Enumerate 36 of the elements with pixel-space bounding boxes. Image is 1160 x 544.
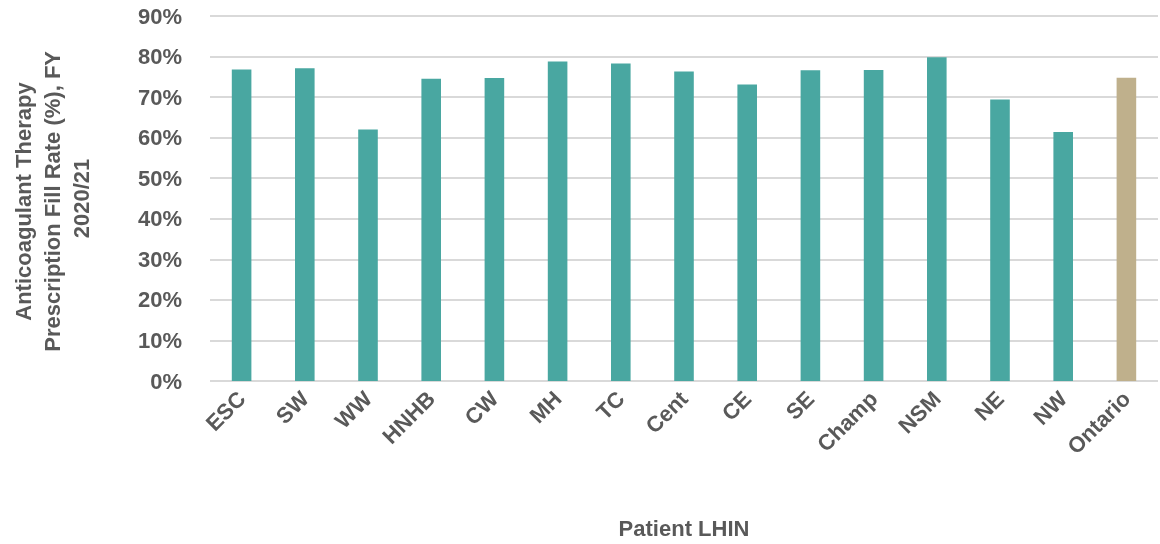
y-tick-label: 90% [137, 3, 182, 29]
bar [231, 69, 252, 381]
y-tick-label: 20% [137, 287, 182, 313]
x-tick-label: NE [969, 386, 1009, 426]
bar [863, 69, 884, 381]
x-tick-label: NW [1028, 385, 1073, 430]
bar [421, 78, 441, 381]
bar [990, 99, 1010, 381]
y-axis-title: Anticoagulant Therapy Prescription Fill Rate (%), FY 2020/21 [10, 45, 94, 352]
bar [547, 61, 568, 381]
bar [1116, 77, 1137, 381]
y-tick-label: 30% [137, 246, 182, 272]
bar [800, 70, 821, 381]
y-tick-label: 70% [137, 84, 182, 110]
x-tick-label: CE [716, 386, 757, 426]
bar [927, 57, 947, 381]
y-tick-label: 40% [137, 206, 182, 232]
x-tick-label: TC [591, 386, 630, 425]
bar [1053, 131, 1073, 381]
y-tick-label: 80% [137, 44, 182, 70]
x-tick-label: CW [459, 385, 504, 430]
bar [484, 78, 505, 381]
y-tick-label: 50% [137, 165, 182, 191]
bar [611, 63, 631, 381]
y-tick-label: 0% [150, 368, 182, 394]
x-tick-label: MH [524, 386, 567, 429]
bar [674, 71, 694, 381]
y-tick-label: 10% [137, 327, 182, 353]
x-tick-label: WW [329, 385, 378, 434]
bar [358, 129, 378, 381]
y-tick-label: 60% [137, 125, 182, 151]
bar [737, 84, 757, 381]
x-tick-label: SW [270, 385, 314, 429]
x-tick-label: SE [780, 386, 820, 425]
bar [295, 68, 315, 381]
x-axis-title: Patient LHIN [618, 515, 750, 541]
